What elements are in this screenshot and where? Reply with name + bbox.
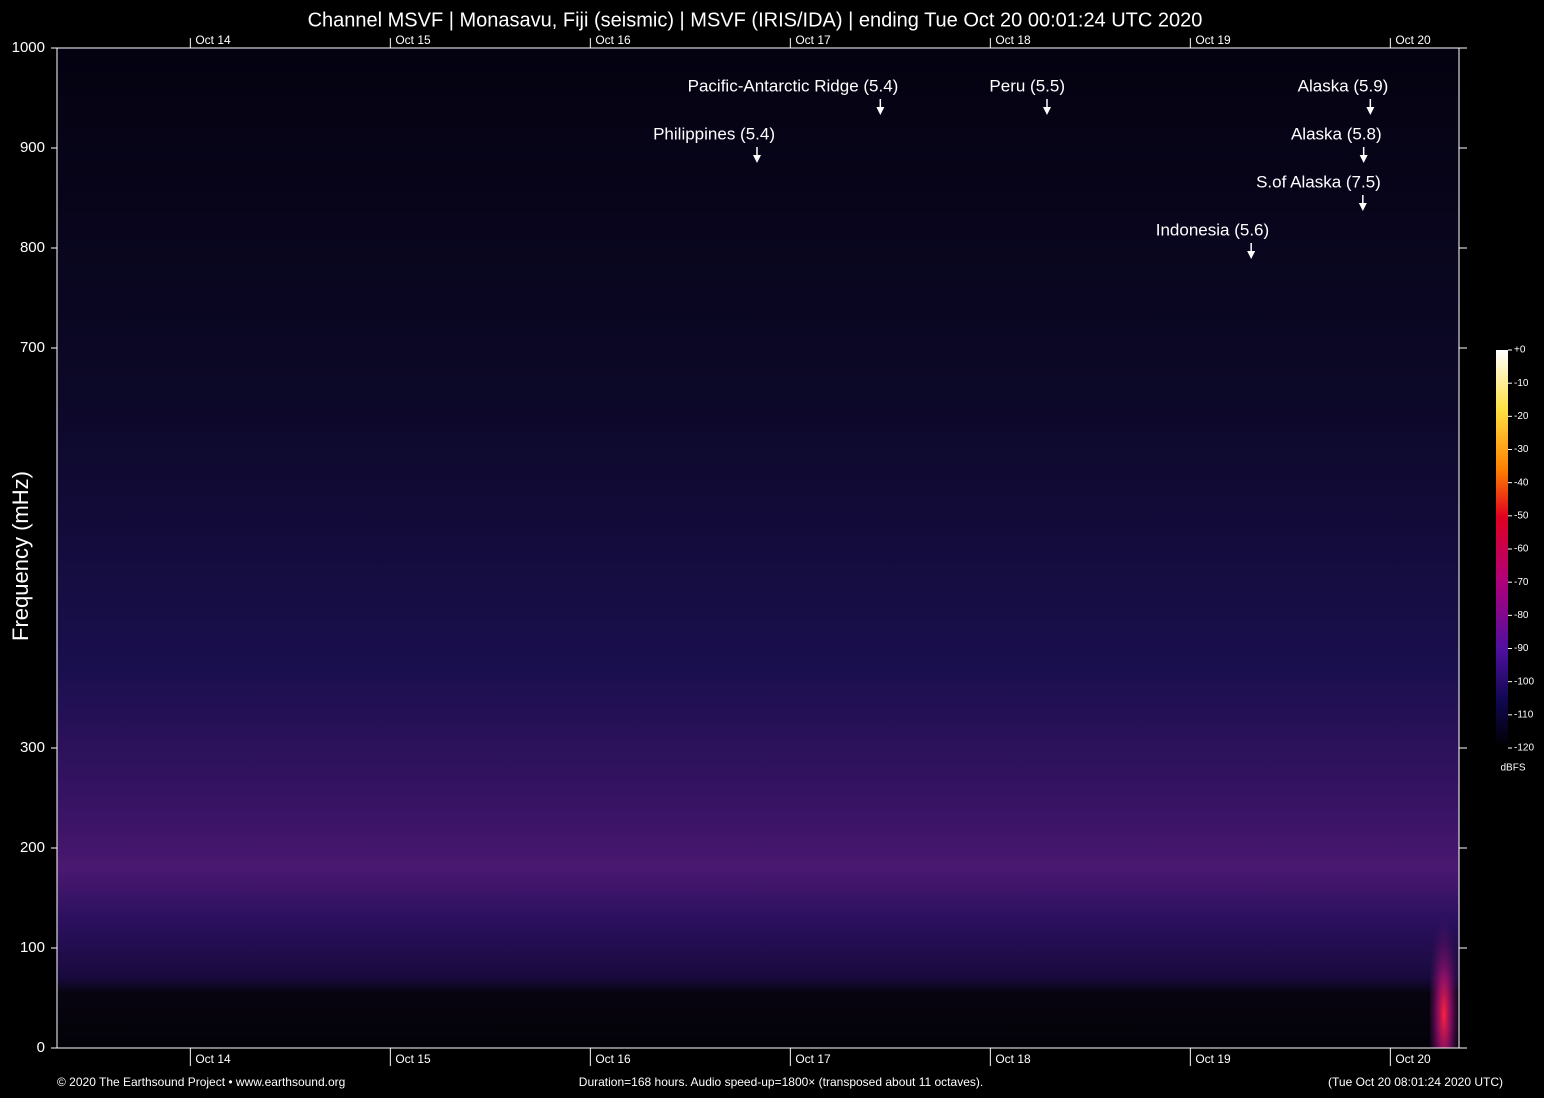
- colorbar-tick-label: -110: [1514, 709, 1534, 720]
- colorbar-tick-label: -60: [1514, 544, 1529, 555]
- colorbar-tick-label: -100: [1514, 676, 1534, 687]
- annotation-arrowhead: [876, 107, 885, 115]
- annotation: Indonesia (5.6): [1156, 220, 1269, 239]
- colorbar-tick-label: -10: [1514, 378, 1529, 389]
- x-tick-label-top: Oct 19: [1195, 33, 1231, 47]
- spectrogram: [57, 48, 1459, 1048]
- footer-left: © 2020 The Earthsound Project • www.eart…: [57, 1075, 345, 1089]
- x-tick-label: Oct 16: [595, 1052, 631, 1066]
- y-tick-label: 0: [37, 1039, 45, 1056]
- colorbar-tick-label: -30: [1514, 444, 1529, 455]
- y-axis-label: Frequency (mHz): [8, 471, 33, 641]
- annotation-arrowhead: [1043, 107, 1051, 115]
- annotation: Alaska (5.9): [1298, 76, 1389, 95]
- annotation-arrowhead: [753, 155, 761, 163]
- x-tick-label-top: Oct 17: [795, 33, 831, 47]
- colorbar-tick-label: -50: [1514, 510, 1529, 521]
- colorbar-label: dBFS: [1500, 763, 1525, 774]
- y-tick-label: 100: [20, 939, 45, 956]
- y-tick-label: 700: [20, 339, 45, 356]
- annotation: Philippines (5.4): [653, 124, 775, 143]
- x-tick-label: Oct 15: [395, 1052, 431, 1066]
- y-tick-label: 800: [20, 239, 45, 256]
- annotation-arrowhead: [1247, 251, 1256, 259]
- x-tick-label: Oct 17: [795, 1052, 831, 1066]
- y-tick-label: 300: [20, 739, 45, 756]
- colorbar-tick-label: -80: [1514, 610, 1529, 621]
- annotation: S.of Alaska (7.5): [1256, 172, 1381, 191]
- footer-center: Duration=168 hours. Audio speed-up=1800×…: [579, 1075, 983, 1089]
- annotation: Alaska (5.8): [1291, 124, 1382, 143]
- footer-right: (Tue Oct 20 08:01:24 2020 UTC): [1328, 1075, 1503, 1089]
- x-tick-label-top: Oct 14: [195, 33, 231, 47]
- y-tick-label: 900: [20, 139, 45, 156]
- annotation-arrowhead: [1358, 203, 1367, 211]
- x-tick-label-top: Oct 15: [395, 33, 431, 47]
- spectrogram-hotspot: [1430, 880, 1458, 1048]
- x-tick-label: Oct 14: [195, 1052, 231, 1066]
- annotation-arrowhead: [1359, 155, 1368, 163]
- x-tick-label-top: Oct 16: [595, 33, 631, 47]
- x-tick-label: Oct 18: [995, 1052, 1031, 1066]
- x-tick-label: Oct 20: [1395, 1052, 1431, 1066]
- x-tick-label: Oct 19: [1195, 1052, 1231, 1066]
- chart-title: Channel MSVF | Monasavu, Fiji (seismic) …: [308, 9, 1203, 31]
- colorbar-tick-label: -120: [1514, 743, 1534, 754]
- y-tick-label: 200: [20, 839, 45, 856]
- x-tick-label-top: Oct 18: [995, 33, 1031, 47]
- x-tick-label-top: Oct 20: [1395, 33, 1431, 47]
- annotation-arrowhead: [1366, 107, 1375, 115]
- colorbar-tick-label: -90: [1514, 643, 1529, 654]
- annotation: Pacific-Antarctic Ridge (5.4): [688, 76, 899, 95]
- colorbar-tick-label: -70: [1514, 577, 1529, 588]
- annotation: Peru (5.5): [989, 76, 1065, 95]
- colorbar: [1496, 350, 1508, 748]
- colorbar-tick-label: +0: [1514, 345, 1526, 356]
- colorbar-tick-label: -20: [1514, 411, 1529, 422]
- y-tick-label: 1000: [12, 39, 45, 56]
- plot-frame: [56, 47, 1460, 1049]
- colorbar-tick-label: -40: [1514, 477, 1529, 488]
